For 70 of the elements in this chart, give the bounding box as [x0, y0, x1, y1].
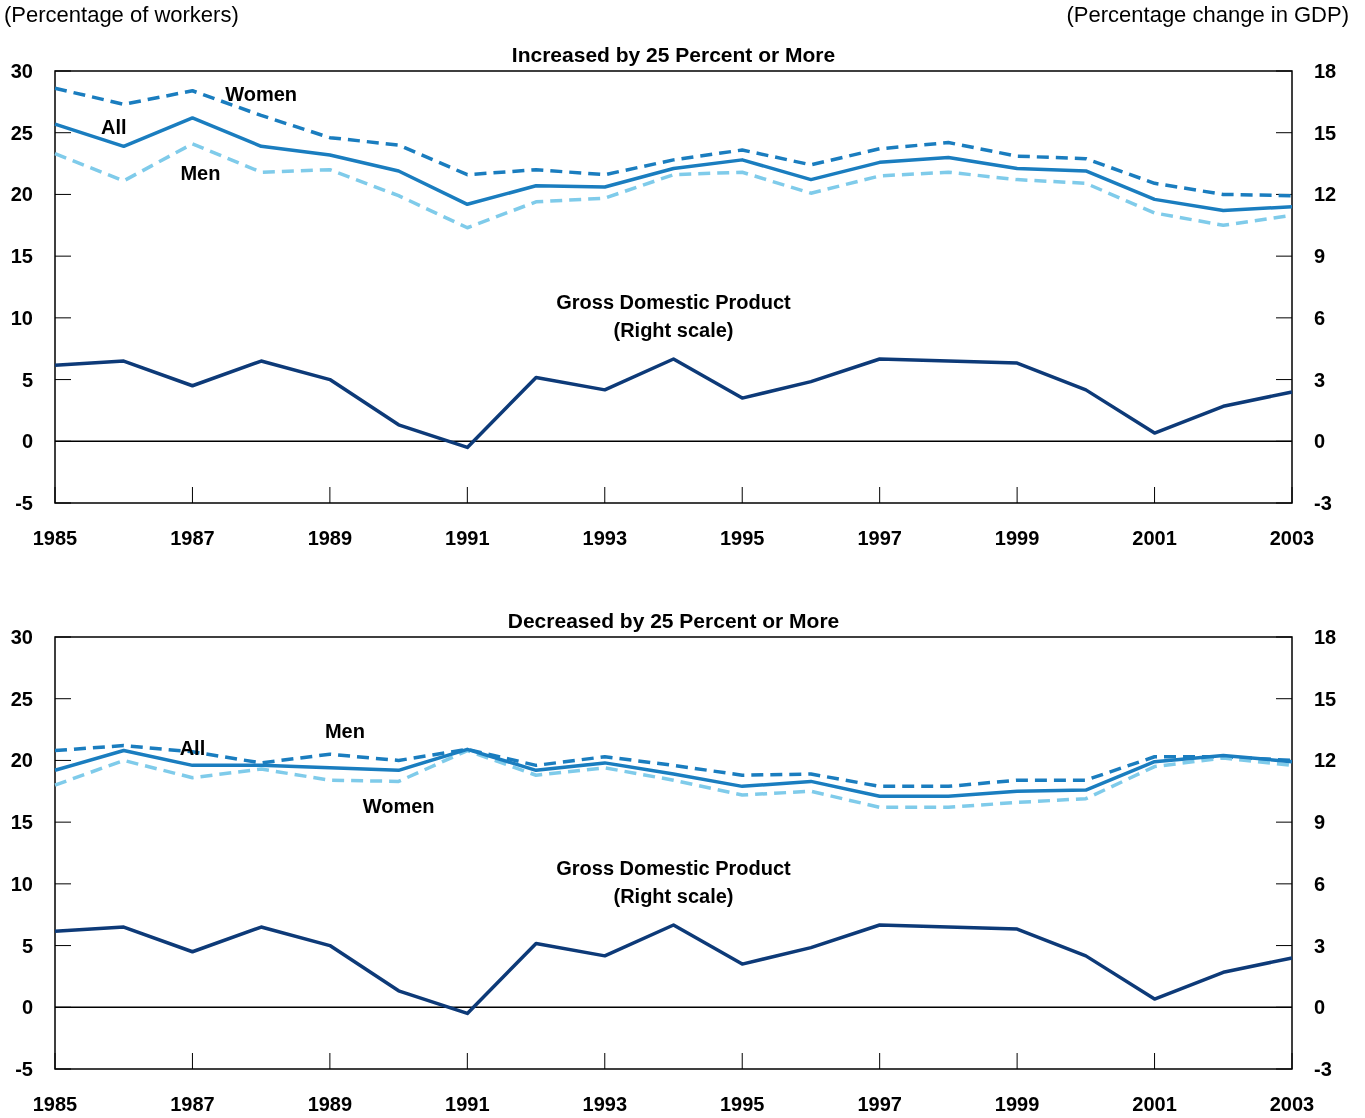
chart-title: Decreased by 25 Percent or More — [507, 609, 840, 632]
x-tick-label: 1997 — [857, 1093, 902, 1115]
line-series — [53, 86, 1294, 198]
x-tick-label: 1987 — [170, 1093, 215, 1115]
y2-axis-title: (Percentage change in GDP) — [1066, 2, 1349, 27]
x-tick-label: 1993 — [582, 527, 628, 549]
y-tick-label: -5 — [15, 492, 33, 514]
y2-tick-label: 12 — [1314, 749, 1337, 772]
x-tick-label: 2003 — [1269, 527, 1315, 549]
x-tick-label: 1991 — [445, 527, 490, 549]
annotation: (Right scale) — [613, 885, 734, 907]
x-tick-label: 1989 — [307, 527, 353, 549]
y-tick-label: 25 — [10, 687, 33, 710]
y-tick-label: 15 — [10, 245, 33, 268]
y2-tick-label: -3 — [1314, 1058, 1332, 1080]
y2-tick-label: 9 — [1314, 811, 1326, 834]
x-tick-label: 2001 — [1132, 1093, 1177, 1115]
y2-tick-label: 18 — [1314, 626, 1337, 648]
series-label: All — [179, 737, 206, 760]
line-series — [53, 923, 1294, 1016]
x-tick-label: 1985 — [32, 1093, 78, 1115]
y2-tick-label: 6 — [1314, 306, 1326, 329]
y2-tick-label: 0 — [1314, 430, 1326, 453]
y-tick-label: 30 — [10, 626, 33, 648]
series-label: All — [100, 116, 127, 139]
x-tick-label: 1999 — [994, 527, 1040, 549]
y-tick-label: 5 — [21, 934, 33, 957]
x-tick-label: 1989 — [307, 1093, 353, 1115]
y-tick-label: 30 — [10, 60, 33, 82]
x-tick-label: 1999 — [994, 1093, 1040, 1115]
text: Gross Domestic Product — [556, 857, 792, 879]
y-tick-label: -5 — [15, 1058, 33, 1080]
y2-tick-label: 15 — [1314, 121, 1337, 144]
x-tick-label: 1995 — [719, 527, 765, 549]
y2-tick-label: -3 — [1314, 492, 1332, 514]
y-tick-label: 0 — [21, 430, 33, 453]
y-tick-label: 25 — [10, 121, 33, 144]
text: Gross Domestic Product — [556, 291, 792, 313]
y-tick-label: 20 — [10, 749, 33, 772]
y2-tick-label: 18 — [1314, 60, 1337, 82]
y2-tick-label: 15 — [1314, 687, 1337, 710]
y2-tick-label: 12 — [1314, 183, 1337, 206]
x-tick-label: 1995 — [719, 1093, 765, 1115]
y2-tick-label: 0 — [1314, 996, 1326, 1019]
x-tick-label: 1993 — [582, 1093, 628, 1115]
series-label: Women — [225, 83, 298, 106]
line-series — [53, 116, 1294, 213]
y-tick-label: 10 — [10, 872, 33, 895]
y-tick-label: 5 — [21, 368, 33, 391]
y2-tick-label: 9 — [1314, 245, 1326, 268]
annotation: (Right scale) — [613, 319, 734, 341]
y-tick-label: 0 — [21, 996, 33, 1019]
y-axis-title: (Percentage of workers) — [4, 2, 239, 27]
line-series — [53, 357, 1294, 450]
x-tick-label: 1985 — [32, 527, 78, 549]
series-label: Men — [324, 720, 365, 743]
y2-tick-label: 3 — [1314, 934, 1326, 957]
y-tick-label: 15 — [10, 811, 33, 834]
series-label: Women — [362, 795, 435, 818]
y-tick-label: 20 — [10, 183, 33, 206]
y2-tick-label: 6 — [1314, 872, 1326, 895]
series-label: Men — [180, 161, 221, 184]
x-tick-label: 1991 — [445, 1093, 490, 1115]
y-tick-label: 10 — [10, 306, 33, 329]
x-tick-label: 1997 — [857, 527, 902, 549]
chart-title: Increased by 25 Percent or More — [511, 43, 836, 66]
y2-tick-label: 3 — [1314, 368, 1326, 391]
x-tick-label: 2001 — [1132, 527, 1177, 549]
x-tick-label: 1987 — [170, 527, 215, 549]
x-tick-label: 2003 — [1269, 1093, 1315, 1115]
